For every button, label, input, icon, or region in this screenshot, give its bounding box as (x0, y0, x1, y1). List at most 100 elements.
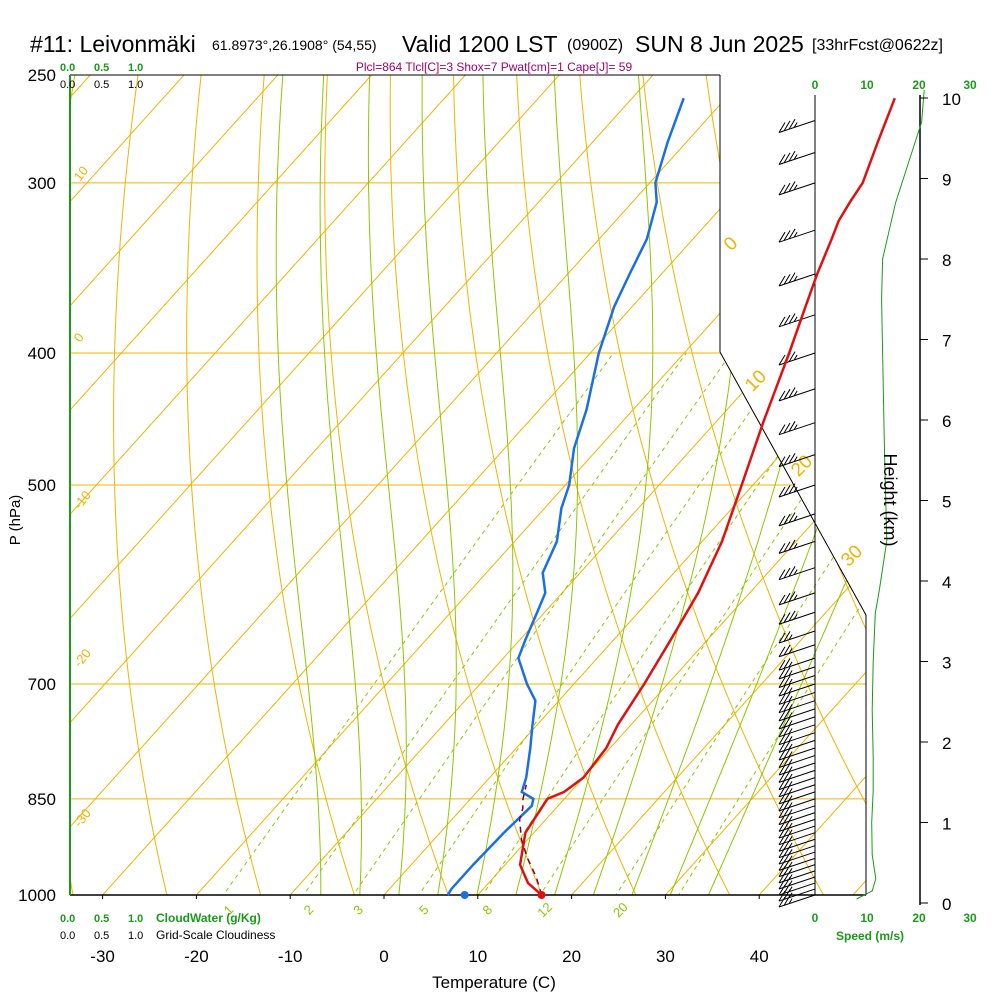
isotherm--20 (142, 75, 866, 895)
wind-barb-half-flag (788, 886, 793, 892)
wind-barb-flag (778, 749, 786, 761)
y-axis-label: P (hPa) (7, 495, 24, 546)
wind-barb-staff (778, 894, 816, 908)
mixing-ratio-label-8: 8 (479, 902, 495, 918)
wind-barb (778, 747, 816, 761)
wind-barb-half-flag (793, 594, 798, 601)
wind-barb-flag (778, 779, 786, 790)
wind-barb-staff (778, 747, 816, 761)
wind-barb-flag (783, 454, 791, 466)
cloud-scale-top-green-0: 0.0 (60, 62, 75, 74)
wind-barb-staff (778, 675, 816, 688)
dewpoint-profile-line (446, 97, 685, 896)
wind-barb-half-flag (793, 316, 798, 323)
wind-barb-staff (778, 777, 816, 791)
moist-adiabat-0 (319, 75, 362, 895)
mixing-ratio-line-2 (282, 352, 687, 895)
wind-barb-flag (783, 708, 791, 720)
wind-barb-half-flag (788, 855, 793, 861)
wind-barb-staff (778, 732, 816, 746)
dry-adiabat-390 (988, 0, 1000, 924)
wind-barb-flag (788, 610, 796, 622)
wind-barb-flag (778, 354, 786, 366)
wind-barb-staff (778, 513, 816, 527)
wind-barb-half-flag (788, 773, 793, 780)
moist-adiabat-12 (470, 75, 514, 895)
wind-barb-staff (778, 724, 816, 738)
wind-barb-half-flag (788, 634, 793, 640)
isotherm-label-left-0: 0 (71, 330, 87, 345)
temperature-tick--20: -20 (184, 947, 209, 966)
wind-barb-staff (778, 567, 816, 581)
wind-barb-flag (778, 569, 786, 580)
stability-indices: Plcl=864 Tlcl[C]=3 Shox=7 Pwat[cm]=1 Cap… (356, 60, 633, 74)
wind-barb-staff (778, 683, 816, 697)
wind-barb-half-flag (788, 720, 793, 726)
wind-barb-half-flag (793, 613, 798, 620)
wind-barb-half-flag (788, 687, 793, 693)
height-axis-label: Height (km) (880, 453, 900, 546)
cloud-scale-bottom-green-2: 1.0 (128, 913, 143, 925)
wind-barb-staff (778, 818, 816, 832)
wind-barb-flag (778, 632, 786, 644)
background-lines (70, 0, 1000, 924)
wind-barb-flag (788, 272, 796, 283)
wind-barb-staff (778, 784, 816, 798)
wind-barb-flag (788, 453, 796, 464)
wind-barb-half-flag (793, 154, 798, 160)
isotherm--40 (70, 75, 784, 895)
isotherm-0 (329, 75, 866, 895)
wind-barb-half-flag (788, 704, 793, 710)
wind-speed-ticks: 0 10 20 30 0 10 20 30 Speed (m/s) (812, 78, 977, 943)
wind-barb (778, 700, 816, 714)
wind-barb-half-flag (788, 736, 793, 742)
wind-barb-staff (778, 540, 816, 554)
wind-barb-staff (778, 838, 816, 852)
wind-barb-half-flag (788, 766, 793, 772)
dry-adiabat-310 (513, 75, 745, 895)
wind-barb (778, 272, 816, 287)
isotherm-label-right-10: 10 (741, 366, 771, 396)
wind-barb-flag (783, 612, 791, 623)
wind-barb (778, 812, 816, 826)
moist-adiabat-4 (367, 75, 407, 895)
dry-adiabat-250 (113, 75, 175, 895)
wind-barb-flag (783, 152, 791, 164)
wind-barb (778, 876, 816, 890)
wind-barb-staff (778, 864, 816, 878)
dry-adiabat-330 (632, 75, 866, 895)
speed-top-tick-2: 20 (912, 78, 926, 92)
mixing-ratio-line-5 (399, 352, 792, 895)
wind-barb-half-flag (788, 695, 793, 702)
wind-barb-flag (783, 230, 791, 241)
wind-barb-flag (778, 424, 786, 435)
sounding-profiles (446, 97, 896, 899)
wind-barb-half-flag (788, 648, 793, 654)
valid-date: SUN 8 Jun 2025 (635, 31, 804, 57)
wind-barb (778, 644, 816, 658)
wind-barb (778, 181, 816, 196)
wind-barb-flag (783, 182, 791, 194)
wind-barb-flag (783, 513, 791, 525)
wind-barb-flag (778, 694, 786, 705)
wind-barb-flag (783, 666, 791, 678)
wind-barb-flag (788, 387, 796, 398)
temperature-tick-20: 20 (562, 947, 581, 966)
wind-barb-flag (783, 388, 791, 400)
wind-barb-staff (778, 611, 816, 625)
wind-barb-flag (783, 631, 791, 642)
wind-barb-flag (783, 541, 791, 552)
wind-barb (778, 739, 816, 753)
wind-barb-staff (778, 851, 816, 865)
wind-barb-flag (783, 724, 791, 736)
temperature-tick--30: -30 (90, 947, 115, 966)
wind-barb-staff (778, 484, 816, 498)
wind-barb-half-flag (788, 743, 793, 750)
isotherm--70 (70, 75, 502, 895)
wind-barb-half-flag (793, 354, 798, 361)
wind-barb-flag (778, 122, 786, 133)
cloud-scale-bottom-green-0: 0.0 (60, 913, 75, 925)
wind-barb-staff (778, 762, 816, 776)
wind-barb (778, 882, 816, 896)
height-tick-8: 8 (942, 251, 951, 270)
